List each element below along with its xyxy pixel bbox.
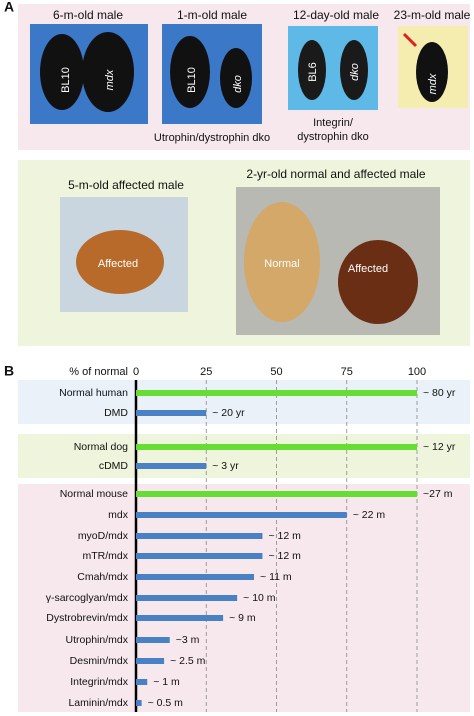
photo-title: 5-m-old affected male xyxy=(68,178,184,192)
category-label: Desmin/mdx xyxy=(70,655,129,667)
bar xyxy=(136,533,263,539)
bar xyxy=(136,574,255,580)
category-label: myoD/mdx xyxy=(78,530,129,542)
panel-label: B xyxy=(4,363,14,379)
category-label: mTR/mdx xyxy=(83,550,129,562)
category-label: DMD xyxy=(104,407,128,419)
group-bg xyxy=(18,380,470,424)
bar xyxy=(136,491,417,497)
bar-chart: % of normal 0 25 50 75 100 Normal human ~ 80 yr… xyxy=(18,366,470,712)
arrow xyxy=(402,32,418,48)
photo-label: dko xyxy=(349,63,361,81)
category-label: mdx xyxy=(108,509,129,521)
group-bg xyxy=(18,484,470,712)
photo-title: 6-m-old male xyxy=(53,8,123,22)
photo-title: 23-m-old male xyxy=(394,8,471,22)
mouse-shape xyxy=(170,36,210,108)
mouse-shape xyxy=(416,42,448,102)
mouse-shape xyxy=(340,40,368,100)
dog-shape xyxy=(244,202,320,322)
value-label: ~ 3 yr xyxy=(212,460,239,472)
value-label: ~ 20 yr xyxy=(212,407,245,419)
bar xyxy=(136,444,417,450)
photo-label: Affected xyxy=(348,263,388,275)
value-label: ~ 11 m xyxy=(260,571,292,583)
bar xyxy=(136,679,148,685)
value-label: ~ 22 m xyxy=(353,509,386,521)
x-tick-label: 0 xyxy=(133,366,139,378)
x-tick-label: 50 xyxy=(270,366,282,378)
photo-title: 1-m-old male xyxy=(177,8,247,22)
photo-label: mdx xyxy=(104,69,116,90)
bar xyxy=(136,390,417,396)
mouse-shape xyxy=(298,40,326,100)
value-label: ~ 10 m xyxy=(243,592,276,604)
value-label: ~ 1 m xyxy=(153,676,180,688)
dog-shape xyxy=(338,240,418,324)
value-label: ~ 12 yr xyxy=(423,441,456,453)
photo-title: 12-day-old male xyxy=(293,8,379,22)
category-label: Normal dog xyxy=(74,441,128,453)
bar xyxy=(136,615,224,621)
category-label: Integrin/mdx xyxy=(70,676,129,688)
photo-label: BL6 xyxy=(307,62,319,82)
bar xyxy=(136,512,347,518)
x-tick-label: 25 xyxy=(200,366,212,378)
photo-label: BL10 xyxy=(60,67,72,93)
category-label: Dystrobrevin/mdx xyxy=(46,612,128,624)
panel-label: A xyxy=(4,0,14,15)
category-label: Normal mouse xyxy=(60,488,128,500)
value-label: ~ 9 m xyxy=(229,612,256,624)
photo-label: mdx xyxy=(427,73,439,94)
photo-caption: dystrophin dko xyxy=(297,131,369,143)
dog-shape xyxy=(76,230,164,294)
photo-label: Normal xyxy=(264,258,299,270)
category-label: Laminin/mdx xyxy=(68,697,128,709)
mouse-shape xyxy=(40,34,84,110)
value-label: ~ 2.5 m xyxy=(170,655,206,667)
group-bg xyxy=(18,434,470,478)
x-axis-label: % of normal xyxy=(69,366,128,378)
mouse-shape xyxy=(82,32,134,112)
category-label: γ-sarcoglyan/mdx xyxy=(46,592,129,604)
value-label: ~ 0.5 m xyxy=(148,697,184,709)
bar xyxy=(136,658,165,664)
bar xyxy=(136,700,142,706)
category-label: Normal human xyxy=(59,387,128,399)
bar xyxy=(136,553,263,559)
value-label: ~3 m xyxy=(176,634,200,646)
bar xyxy=(136,463,207,469)
value-label: ~ 80 yr xyxy=(423,387,456,399)
category-label: Cmah/mdx xyxy=(77,571,129,583)
photo-title: 2-yr-old normal and affected male xyxy=(246,167,426,181)
category-label: Utrophin/mdx xyxy=(66,634,129,646)
x-tick-label: 100 xyxy=(408,366,426,378)
photo-label: Affected xyxy=(98,258,138,270)
photo-label: dko xyxy=(232,75,244,93)
bar xyxy=(136,637,170,643)
bar xyxy=(136,595,238,601)
value-label: ~ 12 m xyxy=(268,530,301,542)
x-tick-label: 75 xyxy=(341,366,353,378)
mouse-shape xyxy=(220,48,252,108)
photo-label: BL10 xyxy=(186,67,198,93)
photo-caption: Utrophin/dystrophin dko xyxy=(154,132,270,144)
bar xyxy=(136,410,207,416)
value-label: ~ 12 m xyxy=(268,550,301,562)
category-label: cDMD xyxy=(99,460,129,472)
photo-caption: Integrin/ xyxy=(313,117,354,129)
value-label: ~27 m xyxy=(423,488,453,500)
